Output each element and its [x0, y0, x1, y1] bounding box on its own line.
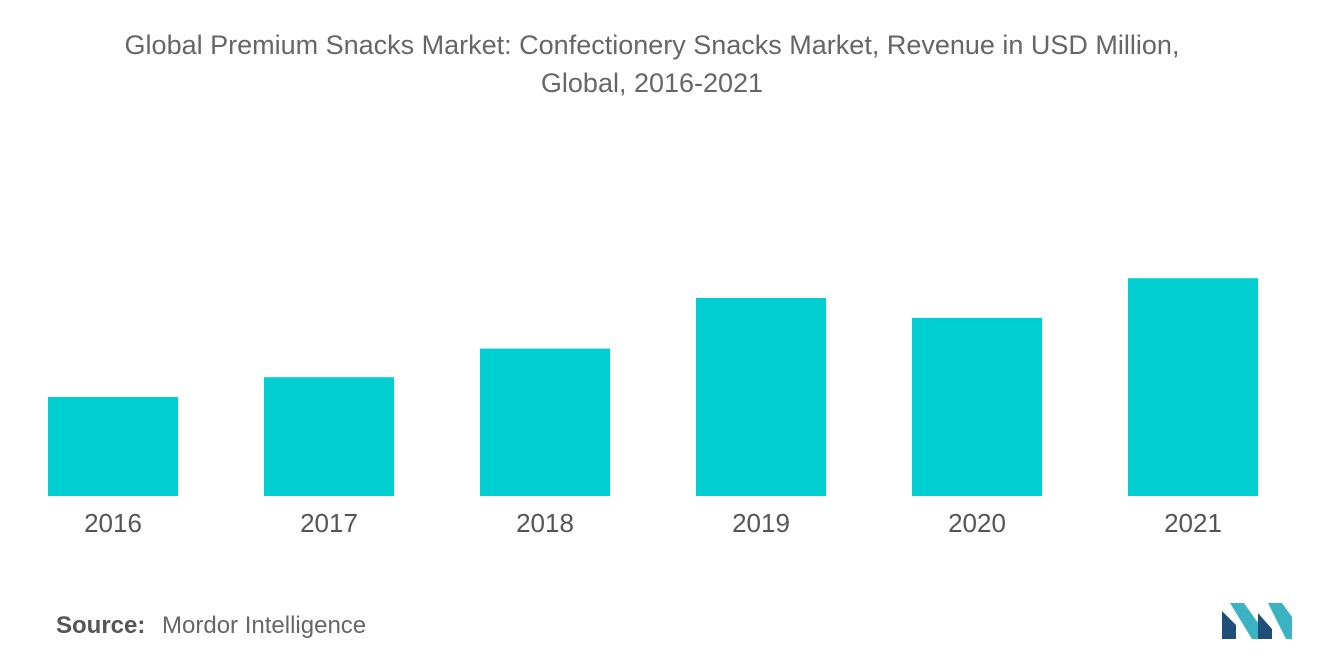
x-tick-label-2017: 2017: [300, 508, 358, 538]
source-note: Source: Mordor Intelligence: [56, 612, 366, 640]
bar-2017: [264, 377, 394, 496]
x-tick-label-2016: 2016: [84, 508, 142, 538]
chart-title-line-1: Global Premium Snacks Market: Confection…: [124, 30, 1180, 60]
bar-2016: [48, 397, 178, 496]
bar-2020: [912, 317, 1042, 496]
bar-2018: [480, 348, 610, 496]
chart-title: Global Premium Snacks Market: Confection…: [0, 26, 1304, 102]
bar-2021: [1128, 278, 1258, 496]
source-label: Source:: [56, 612, 146, 639]
chart-title-line-2: Global, 2016-2021: [540, 68, 764, 98]
source-text: Mordor Intelligence: [162, 612, 367, 639]
bar-2019: [696, 298, 826, 496]
x-tick-label-2018: 2018: [516, 508, 574, 538]
x-tick-label-2019: 2019: [732, 508, 790, 538]
mordor-intelligence-logo-icon: [1222, 603, 1292, 639]
x-tick-label-2020: 2020: [948, 508, 1006, 538]
x-tick-label-2021: 2021: [1164, 508, 1222, 538]
